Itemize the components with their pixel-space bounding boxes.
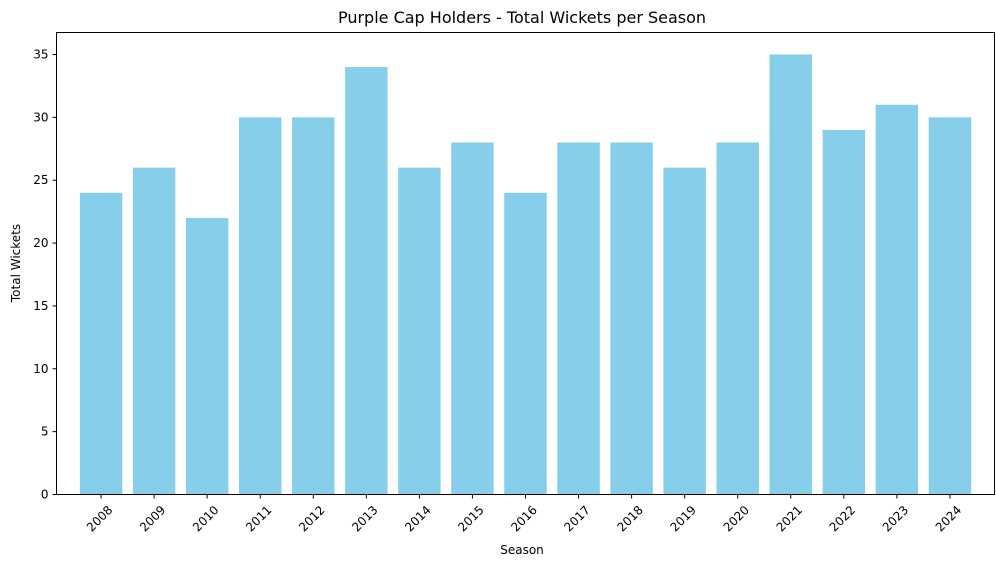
y-tick-label: 0 bbox=[41, 488, 49, 502]
y-tick-label: 20 bbox=[33, 236, 48, 250]
y-tick-label: 30 bbox=[33, 110, 48, 124]
x-tick-label: 2012 bbox=[296, 503, 327, 534]
bar-2012 bbox=[292, 117, 335, 495]
y-axis-label: Total Wickets bbox=[9, 224, 23, 303]
y-axis: 0 5 10 15 20 25 30 35 bbox=[33, 48, 57, 502]
x-tick-label: 2009 bbox=[137, 503, 168, 534]
x-tick-label: 2021 bbox=[774, 503, 805, 534]
x-tick-label: 2017 bbox=[561, 503, 592, 534]
x-tick-label: 2008 bbox=[84, 503, 115, 534]
bar-2016 bbox=[504, 192, 547, 495]
x-tick-label: 2018 bbox=[614, 503, 645, 534]
bar-2022 bbox=[822, 129, 866, 495]
bar-2023 bbox=[875, 104, 919, 495]
x-tick-label: 2016 bbox=[508, 503, 539, 534]
bar-2011 bbox=[239, 117, 282, 495]
bar-2010 bbox=[185, 217, 229, 495]
bars-group bbox=[79, 54, 972, 495]
y-tick-label: 25 bbox=[33, 173, 48, 187]
bar-2013 bbox=[345, 67, 388, 495]
x-tick-label: 2011 bbox=[243, 503, 274, 534]
bar-2014 bbox=[398, 167, 441, 495]
x-tick-label: 2010 bbox=[190, 503, 221, 534]
x-tick-label: 2022 bbox=[827, 503, 858, 534]
chart-title: Purple Cap Holders - Total Wickets per S… bbox=[338, 8, 706, 27]
bar-2017 bbox=[557, 142, 600, 495]
bar-2020 bbox=[716, 142, 759, 495]
bar-2015 bbox=[451, 142, 494, 495]
x-tick-label: 2019 bbox=[668, 503, 699, 534]
x-tick-label: 2013 bbox=[349, 503, 380, 534]
plot-frame bbox=[56, 32, 995, 495]
bar-2009 bbox=[132, 167, 176, 495]
x-axis-label: Season bbox=[500, 543, 544, 557]
bar-2019 bbox=[663, 167, 706, 495]
x-tick-label: 2024 bbox=[933, 503, 964, 534]
bar-2021 bbox=[769, 54, 812, 495]
bar-2018 bbox=[610, 142, 653, 495]
x-tick-label: 2014 bbox=[402, 503, 433, 534]
x-tick-label: 2015 bbox=[455, 503, 486, 534]
x-axis: 2008 2009 2010 2011 2012 2013 2014 2015 2016 2017… bbox=[84, 494, 964, 534]
x-tick-label: 2020 bbox=[721, 503, 752, 534]
bar-2024 bbox=[928, 117, 972, 495]
y-tick-label: 10 bbox=[33, 362, 48, 376]
x-tick-label: 2023 bbox=[880, 503, 911, 534]
y-tick-label: 15 bbox=[33, 299, 48, 313]
bar-2008 bbox=[79, 192, 123, 495]
y-tick-label: 5 bbox=[41, 425, 49, 439]
y-tick-label: 35 bbox=[33, 48, 48, 62]
